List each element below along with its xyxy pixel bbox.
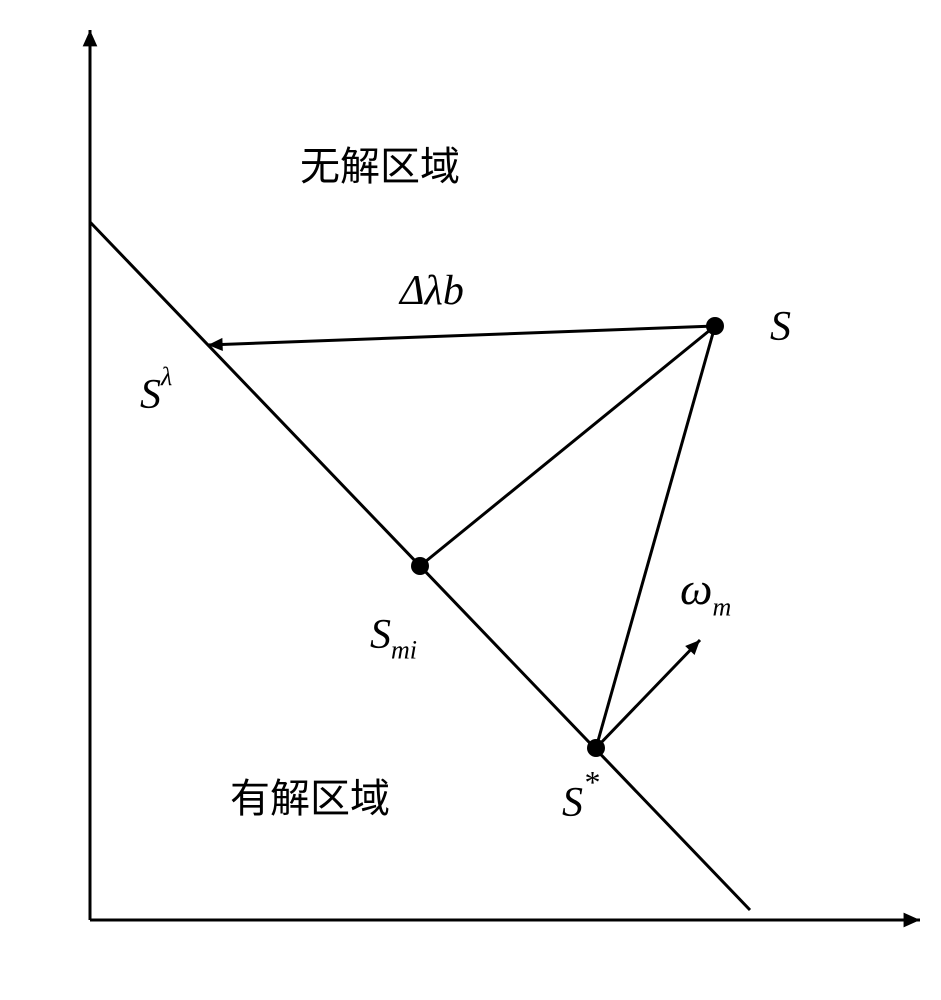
- label-delta-lambda-b: Δλb: [398, 268, 464, 314]
- label-S: S: [770, 304, 791, 350]
- point-Sstar: [587, 739, 605, 757]
- point-S: [706, 317, 724, 335]
- point-Smi: [411, 557, 429, 575]
- label-no-solution-region: 无解区域: [300, 144, 460, 189]
- label-has-solution-region: 有解区域: [230, 776, 390, 821]
- diagram-background: [0, 0, 941, 1000]
